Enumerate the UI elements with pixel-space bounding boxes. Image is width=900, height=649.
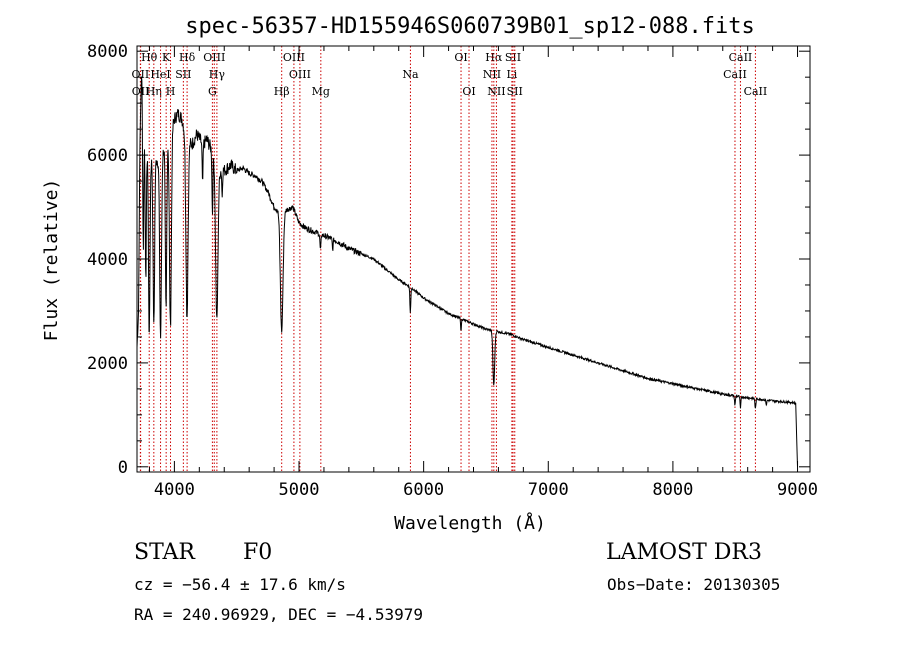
plot-frame [136, 45, 811, 473]
line-marker-label: CaII [723, 68, 747, 81]
x-tick-label: 6000 [403, 480, 444, 500]
line-marker-label: H [166, 85, 176, 98]
coords-text: RA = 240.96929, DEC = −4.53979 [134, 605, 423, 624]
line-marker-label: Hα [485, 51, 503, 64]
line-marker-label: NII [487, 85, 505, 98]
y-axis-label: Flux (relative) [41, 179, 62, 342]
line-marker-label: K [162, 51, 171, 64]
line-marker-label: CaII [744, 85, 768, 98]
line-marker-label: SII [507, 85, 523, 98]
line-marker-label: Hη [146, 85, 162, 98]
y-tick-label: 6000 [87, 146, 128, 166]
x-tick-label: 4000 [154, 480, 195, 500]
survey-name: LAMOST DR3 [606, 540, 762, 565]
x-tick-label: 9000 [777, 480, 818, 500]
y-tick-label: 0 [118, 458, 128, 478]
line-marker-label: Hβ [274, 85, 290, 98]
x-tick-label: 8000 [652, 480, 693, 500]
line-marker-label: OI [454, 51, 467, 64]
line-marker-label: Li [506, 68, 517, 81]
line-marker-label: Na [402, 68, 419, 81]
y-tick-label: 4000 [87, 250, 128, 270]
x-tick-label: 7000 [528, 480, 569, 500]
chart-title: spec-56357-HD155946S060739B01_sp12-088.f… [185, 14, 755, 39]
line-marker-label: NII [483, 68, 501, 81]
x-axis-label: Wavelength (Å) [394, 512, 546, 534]
line-marker-label: OIII [289, 68, 311, 81]
line-marker-label: OIII [283, 51, 305, 64]
object-class: STAR [134, 540, 196, 565]
y-tick-label: 8000 [87, 42, 128, 62]
line-marker-label: Hγ [209, 68, 226, 81]
obs-date-text: Obs−Date: 20130305 [607, 575, 780, 594]
line-marker-label: OI [462, 85, 475, 98]
line-marker-label: Hδ [179, 51, 196, 64]
line-marker-label: SII [505, 51, 521, 64]
line-marker-label: OIII [203, 51, 225, 64]
line-marker-label: SII [175, 68, 191, 81]
line-marker-label: G [208, 85, 217, 98]
line-marker-label: Hθ [141, 51, 158, 64]
spectrum-line [136, 76, 798, 467]
spectrum-series [136, 76, 798, 467]
line-marker-label: Mg [312, 85, 330, 98]
line-marker-label: HeI [150, 68, 170, 81]
x-tick-label: 5000 [279, 480, 320, 500]
object-subclass: F0 [243, 540, 272, 565]
redshift-text: cz = −56.4 ± 17.6 km/s [134, 575, 346, 594]
y-tick-label: 2000 [87, 354, 128, 374]
axes: 4000 5000 6000 7000 8000 9000 0 2000 4000 6000 800… [87, 42, 818, 500]
line-marker-label: CaII [729, 51, 753, 64]
